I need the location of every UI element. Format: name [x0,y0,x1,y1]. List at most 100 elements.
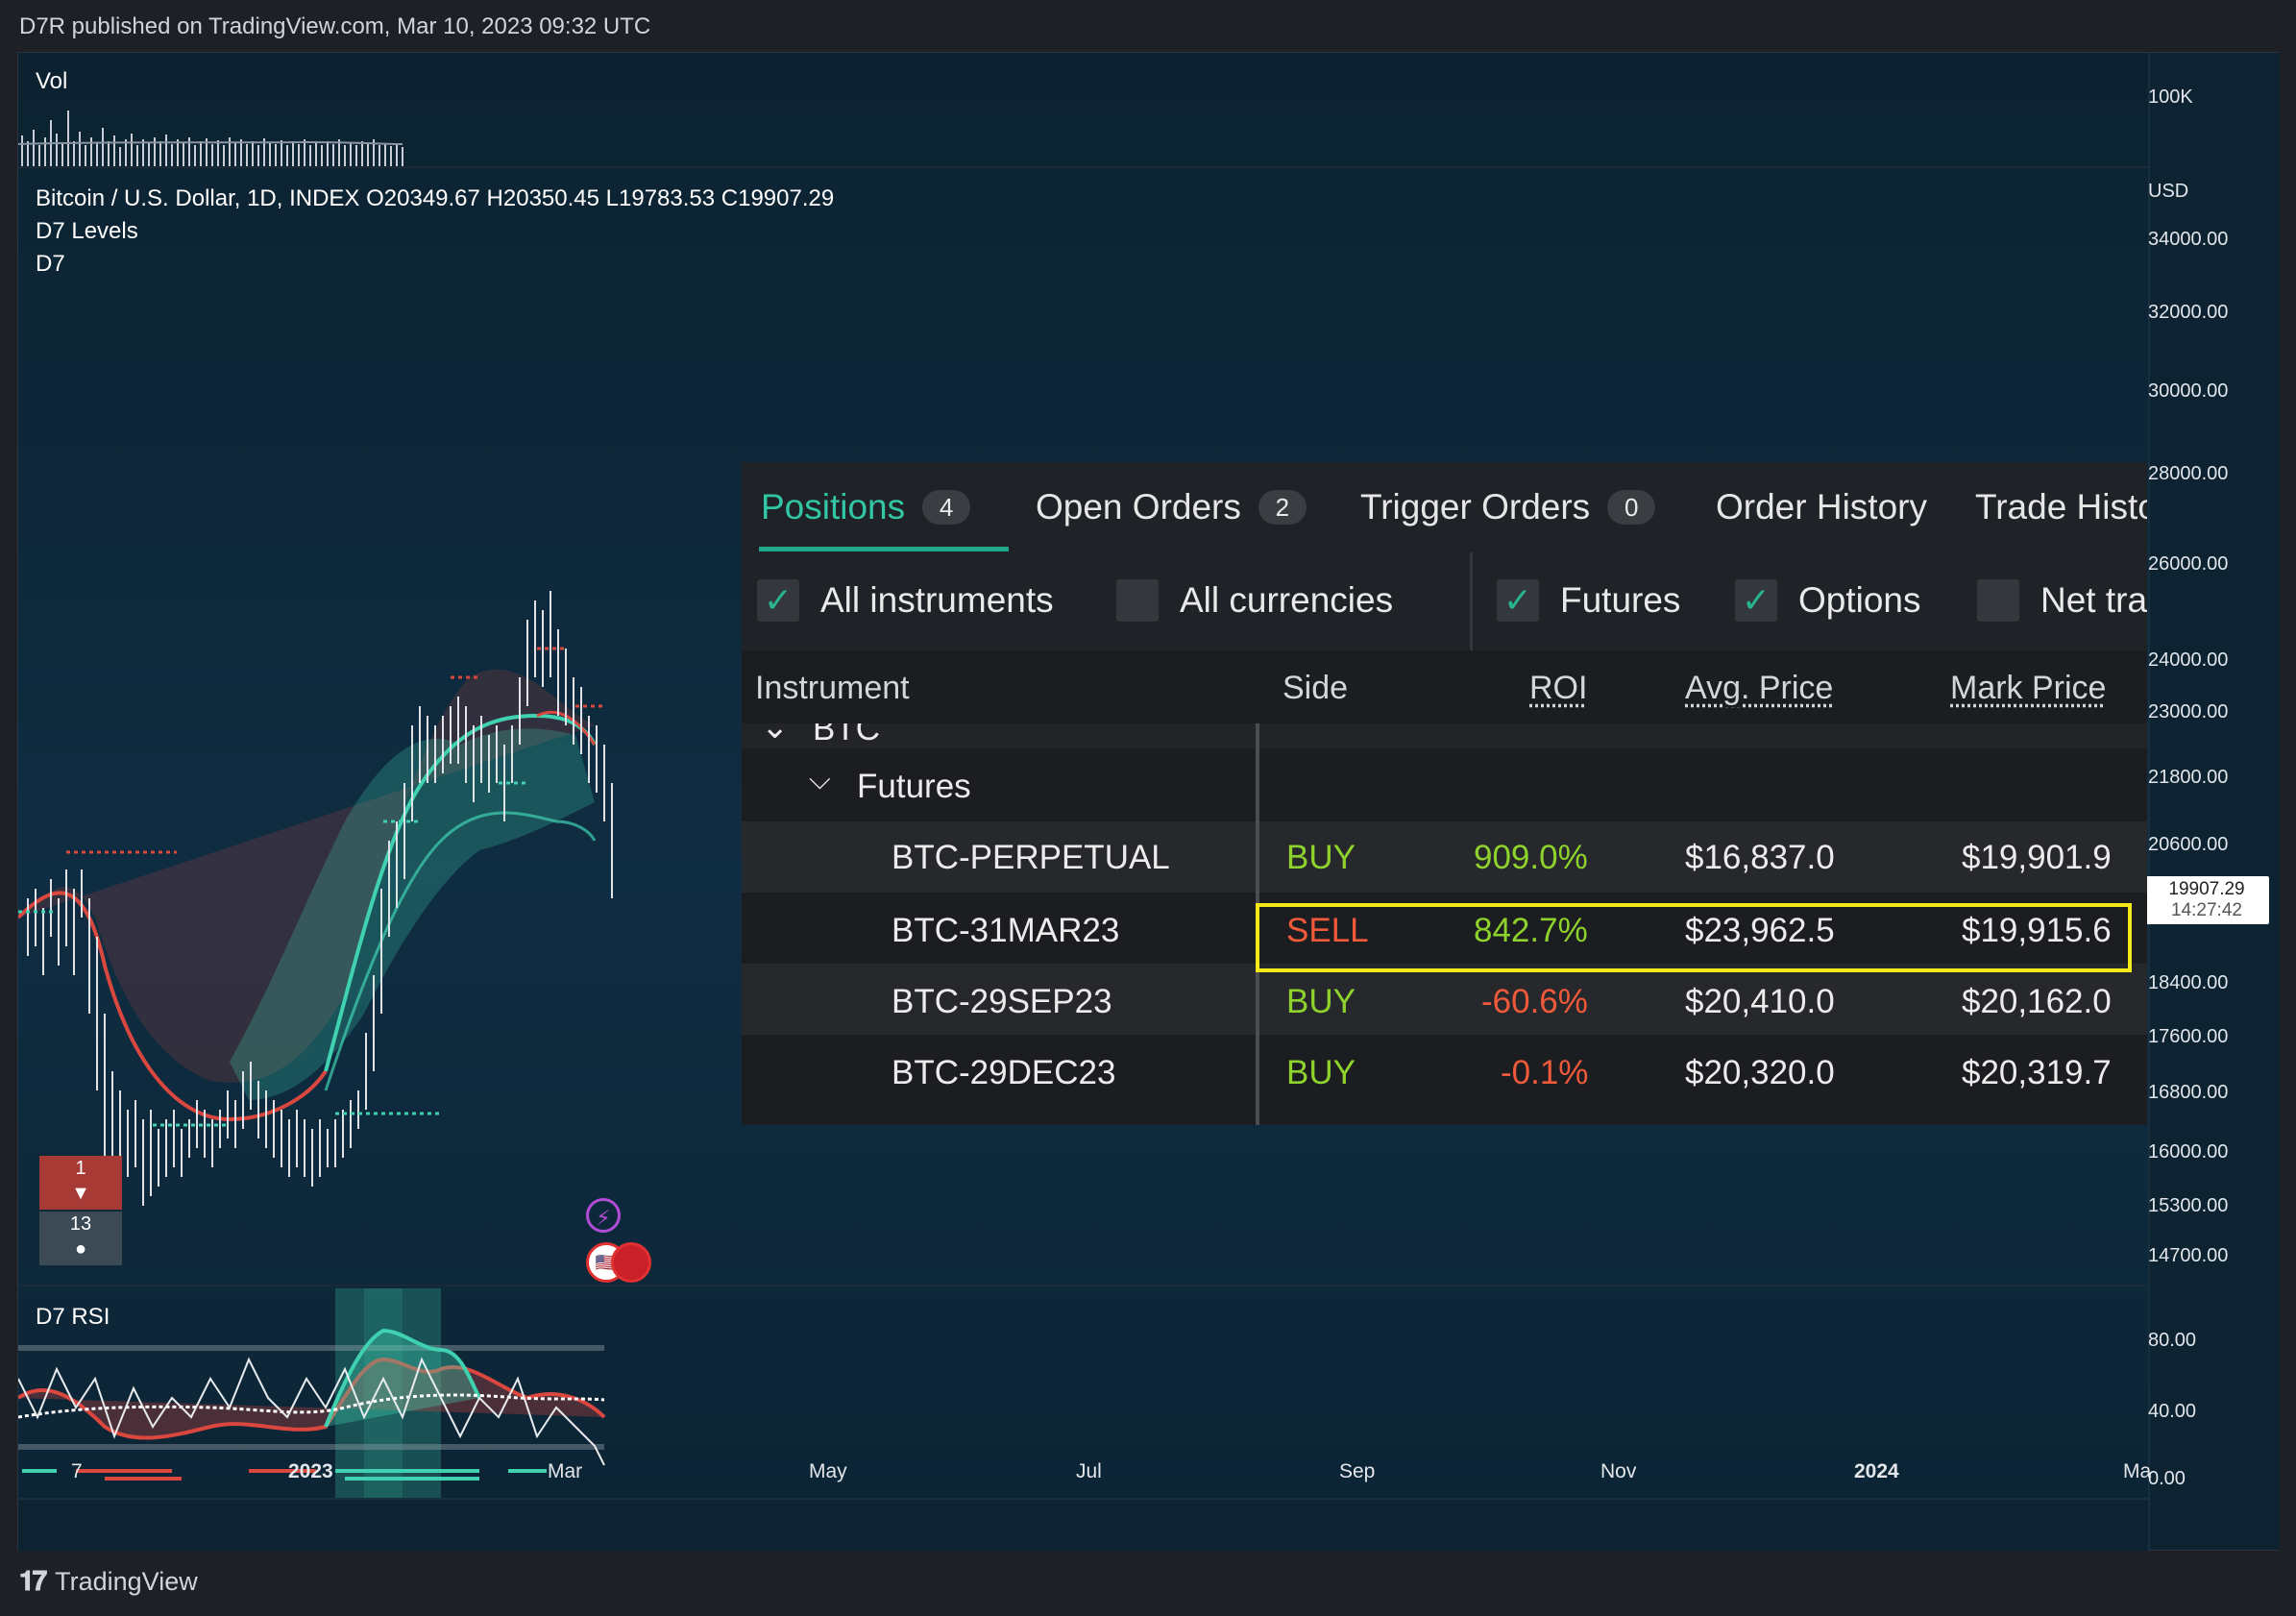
price-tick: 23000.00 [2148,701,2229,722]
group-row-btc[interactable]: ⌄ BTC [742,723,2147,748]
rsi-label: D7 RSI [36,1304,110,1330]
volume-label: Vol [36,68,68,94]
col-mark-price[interactable]: Mark Price [1950,670,2107,706]
tab-trade-history[interactable]: Trade Histo [1975,487,2147,527]
chevron-down-icon[interactable]: ⌵ [809,764,831,796]
positions-panel: Positions 4 Open Orders 2 Trigger Orders… [742,462,2147,1125]
price-tick: 16000.00 [2148,1141,2229,1163]
filter-label: Options [1798,580,1921,620]
filter-label: All instruments [820,580,1054,620]
checkbox-checked-icon[interactable]: ✓ [1735,579,1777,622]
price-tick: 14700.00 [2148,1245,2229,1266]
filter-net-trades[interactable]: Net tra [1977,579,2147,622]
lightning-icon[interactable]: ⚡ [586,1198,621,1233]
table-row[interactable]: BTC-29SEP23 BUY -60.6% $20,410.0 $20,162… [742,964,2147,1035]
highlight-box [1256,903,2132,972]
tab-order-history-label: Order History [1716,487,1927,526]
group-row-futures[interactable]: ⌵ Futures [742,750,2147,821]
tab-trade-history-label: Trade Histo [1975,487,2147,526]
tab-trigger-orders-label: Trigger Orders [1360,487,1591,526]
filter-all-instruments[interactable]: ✓ All instruments [757,579,1054,622]
filter-bar: ✓ All instruments All currencies ✓ Futur… [742,552,2147,650]
time-tick: Mar [548,1460,583,1482]
table-header: Instrument Side ROI Avg. Price Mark Pric… [742,650,2147,723]
price-tick: 18400.00 [2148,972,2229,993]
signal-marker-sell-label: 1 [75,1158,86,1179]
checkbox-unchecked-icon[interactable] [1977,579,2019,622]
price-tick: 34000.00 [2148,229,2229,250]
time-tick: Nov [1600,1460,1637,1482]
open-orders-count-badge: 2 [1258,490,1307,525]
price-axis[interactable] [2148,53,2280,1550]
mark-price-cell: $19,901.9 [1962,839,2112,876]
instrument-cell: BTC-29DEC23 [892,1054,1116,1091]
mark-price-cell: $19,915.6 [1962,912,2112,949]
time-axis[interactable] [18,1498,2148,1552]
event-icon-stack[interactable] [611,1242,651,1283]
last-price-tag: 19907.29 14:27:42 [2144,876,2269,924]
filter-label: Futures [1560,580,1681,620]
filter-futures[interactable]: ✓ Futures [1497,579,1680,622]
publish-info: D7R published on TradingView.com, Mar 10… [19,13,651,39]
mark-price-cell: $20,319.7 [1962,1054,2112,1091]
tab-trigger-orders[interactable]: Trigger Orders 0 [1360,487,1656,527]
roi-cell: 842.7% [1474,912,1588,949]
instrument-cell: BTC-29SEP23 [892,983,1112,1020]
checkbox-checked-icon[interactable]: ✓ [757,579,799,622]
time-tick: May [809,1460,847,1482]
bar-countdown: 14:27:42 [2171,900,2242,920]
signal-marker-sell[interactable]: 1 ▼ [39,1156,122,1210]
roi-cell: 909.0% [1474,839,1588,876]
signal-marker-count-label: 13 [69,1213,92,1235]
filter-label: All currencies [1180,580,1394,620]
filter-all-currencies[interactable]: All currencies [1116,579,1393,622]
time-tick: Sep [1339,1460,1376,1482]
filter-options[interactable]: ✓ Options [1735,579,1921,622]
side-cell: BUY [1286,839,1356,876]
col-instrument[interactable]: Instrument [755,670,910,706]
currency-label: USD [2148,181,2189,202]
price-tick: 16800.00 [2148,1082,2229,1103]
avg-price-cell: $23,962.5 [1685,912,1835,949]
active-tab-indicator [759,547,1009,551]
signal-marker-count[interactable]: 13 ● [39,1212,122,1265]
time-tick: Ma [2123,1460,2152,1482]
price-tick: 21800.00 [2148,767,2229,788]
time-tick: 2024 [1854,1460,1899,1482]
positions-count-badge: 4 [922,490,971,525]
volume-pane-separator[interactable] [18,166,2148,168]
tradingview-logo-icon: 𝟏𝟕 [19,1566,47,1596]
tab-order-history[interactable]: Order History [1716,487,1927,527]
tab-positions[interactable]: Positions 4 [761,487,971,527]
col-side[interactable]: Side [1282,670,1349,706]
price-chart-drawing [18,110,613,1498]
col-roi[interactable]: ROI [1529,670,1588,706]
filter-label: Net tra [2040,580,2147,620]
symbol-ohlc: Bitcoin / U.S. Dollar, 1D, INDEX O20349.… [36,185,835,211]
checkbox-unchecked-icon[interactable] [1116,579,1159,622]
volume-bars [21,110,403,166]
subgroup-label: Futures [857,768,971,805]
tradingview-footer[interactable]: 𝟏𝟕 TradingView [19,1566,198,1598]
brand-label: TradingView [55,1567,198,1596]
price-tick: 26000.00 [2148,553,2229,575]
time-tick: 2023 [288,1460,333,1482]
roi-cell: -60.6% [1481,983,1588,1020]
col-avg-price[interactable]: Avg. Price [1685,670,1834,706]
table-row[interactable]: BTC-29DEC23 BUY -0.1% $20,320.0 $20,319.… [742,1035,2147,1106]
table-row[interactable]: BTC-PERPETUAL BUY 909.0% $16,837.0 $19,9… [742,821,2147,893]
volume-axis-label: 100K [2148,86,2193,108]
price-tick: 15300.00 [2148,1195,2229,1216]
time-tick: Jul [1076,1460,1102,1482]
rsi-pane-separator[interactable] [18,1285,2148,1286]
chevron-down-icon[interactable]: ⌄ [761,723,790,746]
tab-open-orders[interactable]: Open Orders 2 [1036,487,1307,527]
indicator-d7[interactable]: D7 [36,251,65,277]
group-label: BTC [813,723,880,747]
time-tick: 7 [71,1460,83,1482]
price-tick: 32000.00 [2148,302,2229,323]
side-cell: BUY [1286,1054,1356,1091]
indicator-d7-levels[interactable]: D7 Levels [36,218,138,244]
checkbox-checked-icon[interactable]: ✓ [1497,579,1539,622]
avg-price-cell: $16,837.0 [1685,839,1835,876]
